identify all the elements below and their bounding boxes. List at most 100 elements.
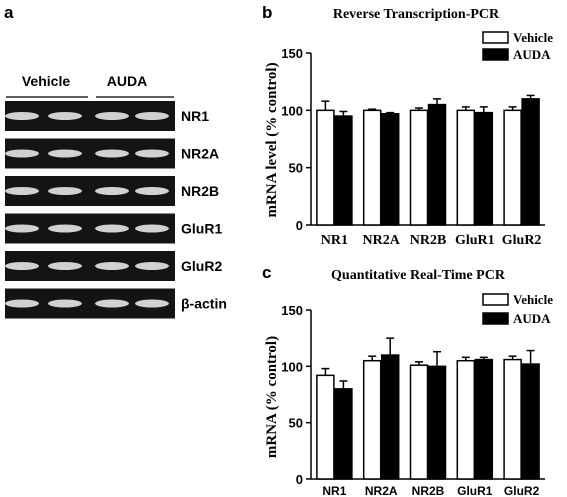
bar-auda-glur1	[474, 358, 494, 480]
panel-letter-c: c	[262, 263, 271, 282]
gel-band	[48, 262, 82, 270]
x-tick-label-nr2a: NR2A	[363, 233, 401, 248]
gel-band	[95, 299, 129, 308]
bar-auda-glur2	[521, 98, 540, 226]
bar-group-glur2: GluR2	[502, 94, 542, 248]
bar-vehicle-glur2	[503, 109, 522, 226]
bar-group-nr1: NR1	[316, 100, 353, 248]
gel-band	[48, 112, 82, 120]
legend-b: Vehicle AUDA	[482, 30, 553, 62]
x-tick-label-glur2: GluR2	[504, 484, 540, 497]
y-tick-label: 150	[281, 46, 303, 61]
y-tick-label: 50	[289, 161, 303, 176]
gel-band	[95, 112, 129, 120]
gel-band	[48, 299, 82, 308]
y-axis-label-c: mRNA (% control)	[264, 336, 280, 458]
y-tick-label: 0	[296, 472, 303, 487]
gel-band	[5, 187, 39, 195]
gel-band	[5, 112, 39, 120]
legend-label-auda-b: AUDA	[513, 47, 551, 62]
bar-vehicle-nr2b	[409, 109, 429, 226]
bar-auda-glur1	[474, 111, 494, 226]
legend-label-vehicle-b: Vehicle	[513, 30, 553, 45]
x-tick-label-glur1: GluR1	[457, 484, 493, 497]
gel-band	[48, 187, 82, 195]
x-tick-label-nr2b: NR2B	[412, 484, 445, 497]
gel-row-nr1: NR1	[5, 101, 209, 131]
gel-rows: NR1 NR2A NR2B GluR1 GluR2 β-actin	[5, 101, 227, 319]
bar-group-nr2a: NR2A	[362, 108, 401, 248]
bar-auda-nr1	[334, 115, 353, 226]
bar-vehicle-glur2	[503, 358, 522, 480]
x-tick-label-nr1: NR1	[322, 484, 346, 497]
y-axis-label-b: mRNA level (% control)	[264, 62, 280, 217]
gel-band	[5, 149, 39, 158]
y-tick-label: 150	[281, 303, 303, 318]
bar-vehicle-nr2a	[362, 109, 382, 226]
x-tick-label-glur2: GluR2	[502, 233, 542, 248]
bar-auda-nr2a	[380, 354, 400, 480]
x-tick-label-nr2a: NR2A	[365, 484, 398, 497]
panel-c: c Quantitative Real-Time PCR mRNA (% con…	[262, 263, 553, 497]
legend-swatch-vehicle-c	[482, 293, 509, 306]
gel-band	[135, 112, 169, 120]
legend-swatch-auda-c	[482, 312, 509, 325]
panel-a: a Vehicle AUDA NR1 NR2A NR2B GluR1 GluR2 β-ac…	[4, 3, 227, 319]
bar-group-glur1: GluR1	[456, 356, 494, 497]
gel-band	[48, 224, 82, 233]
bar-group-nr2b: NR2B	[409, 350, 447, 497]
gel-band	[135, 299, 169, 308]
bar-vehicle-glur1	[456, 109, 476, 226]
x-tick-label-glur1: GluR1	[455, 233, 495, 248]
y-tick-label: 50	[289, 416, 303, 431]
gel-row-nr2b: NR2B	[5, 176, 219, 206]
gel-row-label: GluR1	[181, 221, 222, 237]
legend-swatch-vehicle-b	[482, 31, 509, 44]
gel-band	[95, 262, 129, 270]
gel-band	[135, 262, 169, 270]
gel-row-glur2: GluR2	[5, 251, 222, 281]
bar-auda-nr1	[334, 388, 353, 480]
gel-band	[95, 149, 129, 158]
gel-row-label: NR1	[181, 108, 209, 124]
legend-label-vehicle-c: Vehicle	[513, 292, 553, 307]
chart-title-c: Quantitative Real-Time PCR	[331, 268, 506, 283]
bar-group-glur2: GluR2	[503, 349, 540, 497]
bar-auda-nr2a	[380, 113, 400, 226]
gel-row-label: NR2B	[181, 183, 219, 199]
gel-band	[95, 187, 129, 195]
gel-band	[135, 149, 169, 158]
bar-auda-nr2b	[427, 103, 447, 226]
gel-row-label: GluR2	[181, 258, 222, 274]
gel-band	[5, 299, 39, 308]
gel-row-label: NR2A	[181, 146, 219, 162]
gel-band	[135, 187, 169, 195]
gel-band	[135, 224, 169, 233]
bar-vehicle-nr1	[316, 374, 335, 480]
bar-vehicle-nr2a	[362, 359, 382, 480]
panel-letter-a: a	[4, 3, 14, 22]
panel-letter-b: b	[262, 3, 272, 22]
y-tick-label: 0	[296, 218, 303, 233]
x-tick-label-nr1: NR1	[321, 233, 348, 248]
gel-band	[5, 224, 39, 233]
gel-row-nr2a: NR2A	[5, 138, 219, 169]
bar-auda-nr2b	[427, 365, 447, 480]
bar-group-nr1: NR1	[316, 367, 353, 497]
bar-vehicle-nr1	[316, 109, 335, 226]
panel-b: b Reverse Transcription-PCR mRNA level (…	[262, 3, 553, 248]
bar-chart-c: 0 50 100 150 NR1 NR2A NR2B GluR1 GluR2	[281, 303, 545, 497]
gel-row-label: β-actin	[181, 296, 227, 312]
bar-auda-glur2	[521, 363, 540, 480]
legend-c: Vehicle AUDA	[482, 292, 553, 326]
x-tick-label-nr2b: NR2B	[410, 233, 447, 248]
group-label-auda: AUDA	[107, 73, 147, 89]
bar-group-nr2b: NR2B	[409, 98, 447, 248]
bar-group-nr2a: NR2A	[362, 337, 400, 497]
gel-band	[48, 149, 82, 158]
gel-row-actin: β-actin	[5, 288, 227, 319]
legend-swatch-auda-b	[482, 48, 509, 61]
gel-row-glur1: GluR1	[5, 213, 222, 244]
bar-group-glur1: GluR1	[455, 106, 495, 248]
